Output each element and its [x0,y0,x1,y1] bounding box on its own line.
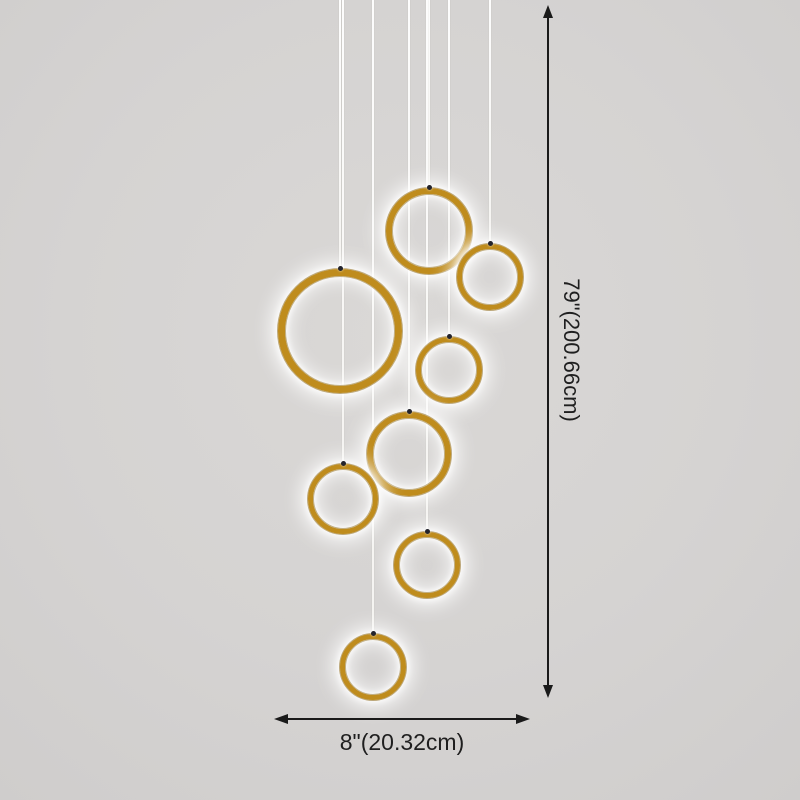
vertical-dimension-line [547,15,549,687]
pendant-ring [394,532,460,598]
pendant-ring [386,188,472,274]
hanging-cord [342,0,344,463]
horizontal-dimension-line [286,718,518,720]
arrow-down-icon [543,685,553,698]
pendant-ring [278,269,402,393]
cord-connector-dot [341,461,346,466]
cord-connector-dot [488,241,493,246]
pendant-ring [308,464,378,534]
pendant-ring [367,412,451,496]
cord-connector-dot [425,529,430,534]
cord-connector-dot [427,185,432,190]
hanging-cord [339,0,341,268]
hanging-cord [428,0,430,187]
pendant-ring [340,634,406,700]
cord-connector-dot [371,631,376,636]
hanging-cord [489,0,491,243]
arrow-right-icon [516,714,530,724]
cord-connector-dot [407,409,412,414]
horizontal-dimension-label: 8"(20.32cm) [339,729,465,755]
cord-connector-dot [338,266,343,271]
cord-connector-dot [447,334,452,339]
pendant-ring [416,337,482,403]
pendant-ring [457,244,523,310]
arrow-left-icon [274,714,288,724]
hanging-cord [448,0,450,336]
vertical-dimension-label: 79"(200.66cm) [559,278,584,422]
arrow-up-icon [543,5,553,18]
